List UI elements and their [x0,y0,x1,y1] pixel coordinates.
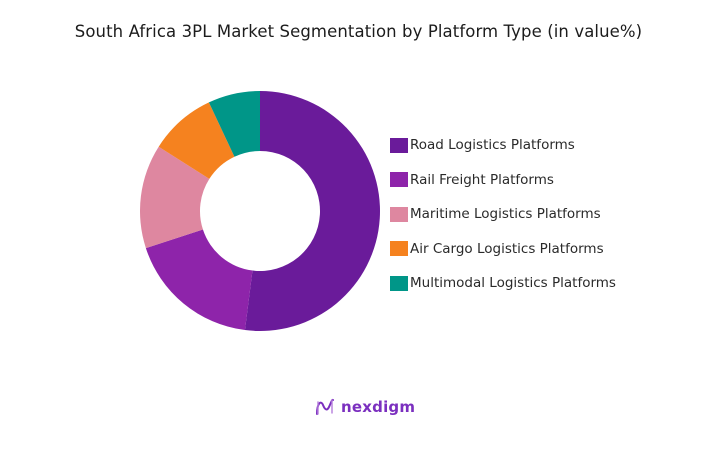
donut-slice-air-cargo[interactable] [158,102,235,179]
legend-item-air-cargo[interactable]: Air Cargo Logistics Platforms [390,240,616,258]
chart-legend: Road Logistics Platforms Rail Freight Pl… [390,136,616,309]
legend-label: Multimodal Logistics Platforms [410,275,616,291]
donut-slice-maritime[interactable] [140,146,210,249]
donut-slice-multimodal[interactable] [208,91,260,157]
legend-label: Rail Freight Platforms [410,171,554,188]
legend-swatch-multimodal [390,275,408,291]
legend-label: Maritime Logistics Platforms [410,206,601,222]
legend-swatch-rail [390,172,408,187]
donut-slice-road[interactable] [244,91,380,331]
legend-label: Road Logistics Platforms [410,137,575,153]
donut-slice-rail[interactable] [145,229,253,331]
legend-item-maritime[interactable]: Maritime Logistics Platforms [390,205,616,223]
nexdigm-wave-icon [316,398,334,415]
brand-name: nexdigm [341,398,416,416]
legend-label: Air Cargo Logistics Platforms [410,240,604,257]
legend-item-multimodal[interactable]: Multimodal Logistics Platforms [390,274,616,292]
chart-title: South Africa 3PL Market Segmentation by … [74,22,643,41]
donut-chart [140,91,380,331]
legend-swatch-road [390,137,408,153]
legend-swatch-maritime [390,206,408,222]
legend-item-rail[interactable]: Rail Freight Platforms [390,171,616,189]
brand-logo: nexdigm [315,397,415,417]
legend-item-road[interactable]: Road Logistics Platforms [390,136,616,154]
legend-swatch-air-cargo [390,241,408,256]
